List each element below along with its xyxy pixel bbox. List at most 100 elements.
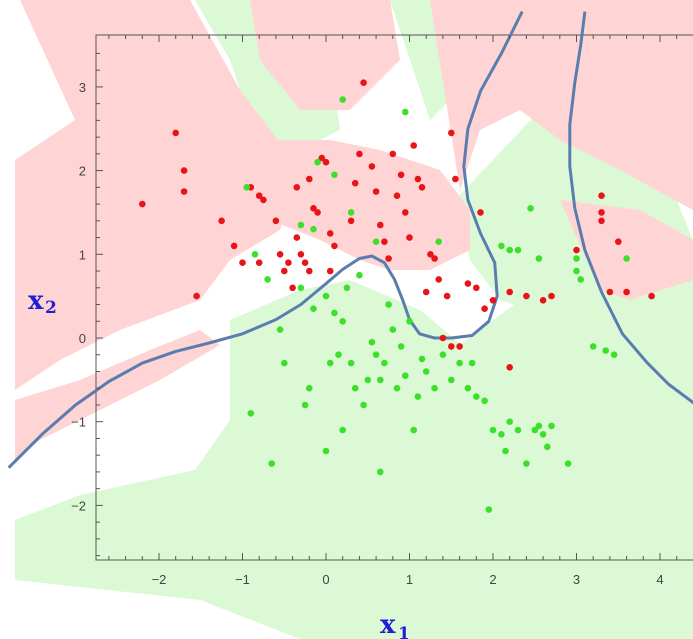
green-data-point [464, 384, 472, 392]
green-data-point [347, 359, 355, 367]
green-data-point [339, 318, 347, 325]
green-data-point [276, 326, 284, 333]
green-data-point [402, 108, 409, 116]
red-data-point [573, 246, 580, 254]
green-data-point [372, 238, 380, 245]
red-data-point [356, 150, 363, 158]
red-data-point [393, 192, 401, 199]
x-axis-label-base: x [380, 610, 396, 639]
y-tick-label: −1 [71, 415, 86, 430]
green-data-point [439, 351, 447, 359]
red-data-point [443, 292, 451, 300]
green-data-point [485, 506, 493, 513]
y-tick-label: 0 [79, 331, 86, 346]
red-data-point [326, 267, 334, 275]
red-data-point [377, 221, 384, 229]
red-data-point [289, 284, 296, 292]
red-data-point [255, 192, 263, 199]
decision-boundary-line [7, 10, 524, 469]
red-data-point [623, 288, 630, 296]
red-data-point [297, 251, 305, 258]
green-data-point [514, 246, 522, 254]
green-data-point [331, 309, 338, 317]
green-data-point [418, 355, 426, 363]
green-data-point [473, 393, 480, 400]
green-data-point [589, 343, 597, 350]
red-data-point [439, 334, 447, 342]
green-data-point [539, 431, 547, 438]
red-data-point [456, 343, 463, 350]
green-data-point [506, 418, 513, 426]
green-data-point [339, 96, 347, 103]
y-axis-label: x 2 [28, 286, 57, 318]
green-data-point [393, 384, 401, 392]
red-data-point [448, 129, 455, 137]
green-data-point [414, 393, 422, 400]
green-data-point [360, 401, 367, 409]
x-axis-label: x 1 [380, 610, 410, 639]
green-data-point [435, 238, 443, 245]
green-data-point [514, 426, 522, 434]
red-data-point [523, 292, 530, 300]
green-data-point [468, 359, 476, 367]
green-data-point [339, 426, 347, 434]
green-data-point [544, 443, 551, 451]
red-data-point [506, 364, 513, 371]
green-data-point [498, 431, 505, 438]
green-data-point [251, 251, 259, 258]
green-data-point [381, 359, 388, 367]
y-tick-label: 3 [79, 80, 86, 95]
y-axis-label-base: x [28, 286, 44, 316]
green-data-point [347, 209, 355, 216]
red-data-point [615, 238, 622, 245]
red-data-point [385, 255, 392, 262]
red-data-point [598, 192, 605, 199]
red-data-point [598, 217, 605, 225]
green-data-point [535, 422, 543, 430]
green-data-point [602, 347, 609, 354]
green-data-point [610, 351, 618, 359]
green-data-point [368, 338, 376, 346]
red-data-point [539, 297, 547, 304]
red-data-point [406, 234, 413, 241]
red-data-point [193, 292, 200, 300]
x-tick-label: 4 [656, 572, 663, 587]
red-data-point [481, 305, 488, 313]
green-data-point [301, 401, 309, 409]
green-data-point [531, 426, 539, 434]
red-data-point [489, 297, 497, 304]
x-axis-label-sub: 1 [398, 624, 410, 639]
red-data-point [318, 154, 326, 162]
green-data-point [573, 255, 580, 262]
red-data-point [281, 267, 288, 275]
x-tick-label: −2 [152, 572, 167, 587]
red-data-point [431, 255, 438, 262]
red-data-point [410, 142, 418, 149]
green-data-point [247, 410, 255, 417]
red-data-point [301, 259, 309, 267]
red-data-point [435, 276, 443, 283]
red-data-point [473, 284, 480, 292]
green-data-point [351, 384, 359, 392]
green-data-point [498, 242, 505, 250]
green-data-point [364, 376, 372, 384]
green-data-point [502, 447, 509, 455]
red-data-point [260, 196, 267, 204]
green-data-point [377, 468, 384, 476]
green-data-point [448, 376, 455, 384]
red-data-point [306, 175, 313, 183]
green-data-point [548, 422, 555, 430]
green-data-point [322, 447, 330, 455]
red-data-point [314, 209, 321, 216]
red-data-point [218, 217, 225, 225]
y-tick-label: 1 [79, 247, 86, 262]
red-data-point [255, 259, 263, 267]
red-data-point [139, 200, 146, 208]
green-data-point [431, 384, 438, 392]
green-data-point [335, 351, 342, 359]
green-data-point [372, 351, 380, 359]
red-data-point [310, 205, 317, 212]
red-data-point [326, 230, 334, 237]
green-data-point [326, 359, 334, 367]
red-data-point [347, 217, 355, 225]
